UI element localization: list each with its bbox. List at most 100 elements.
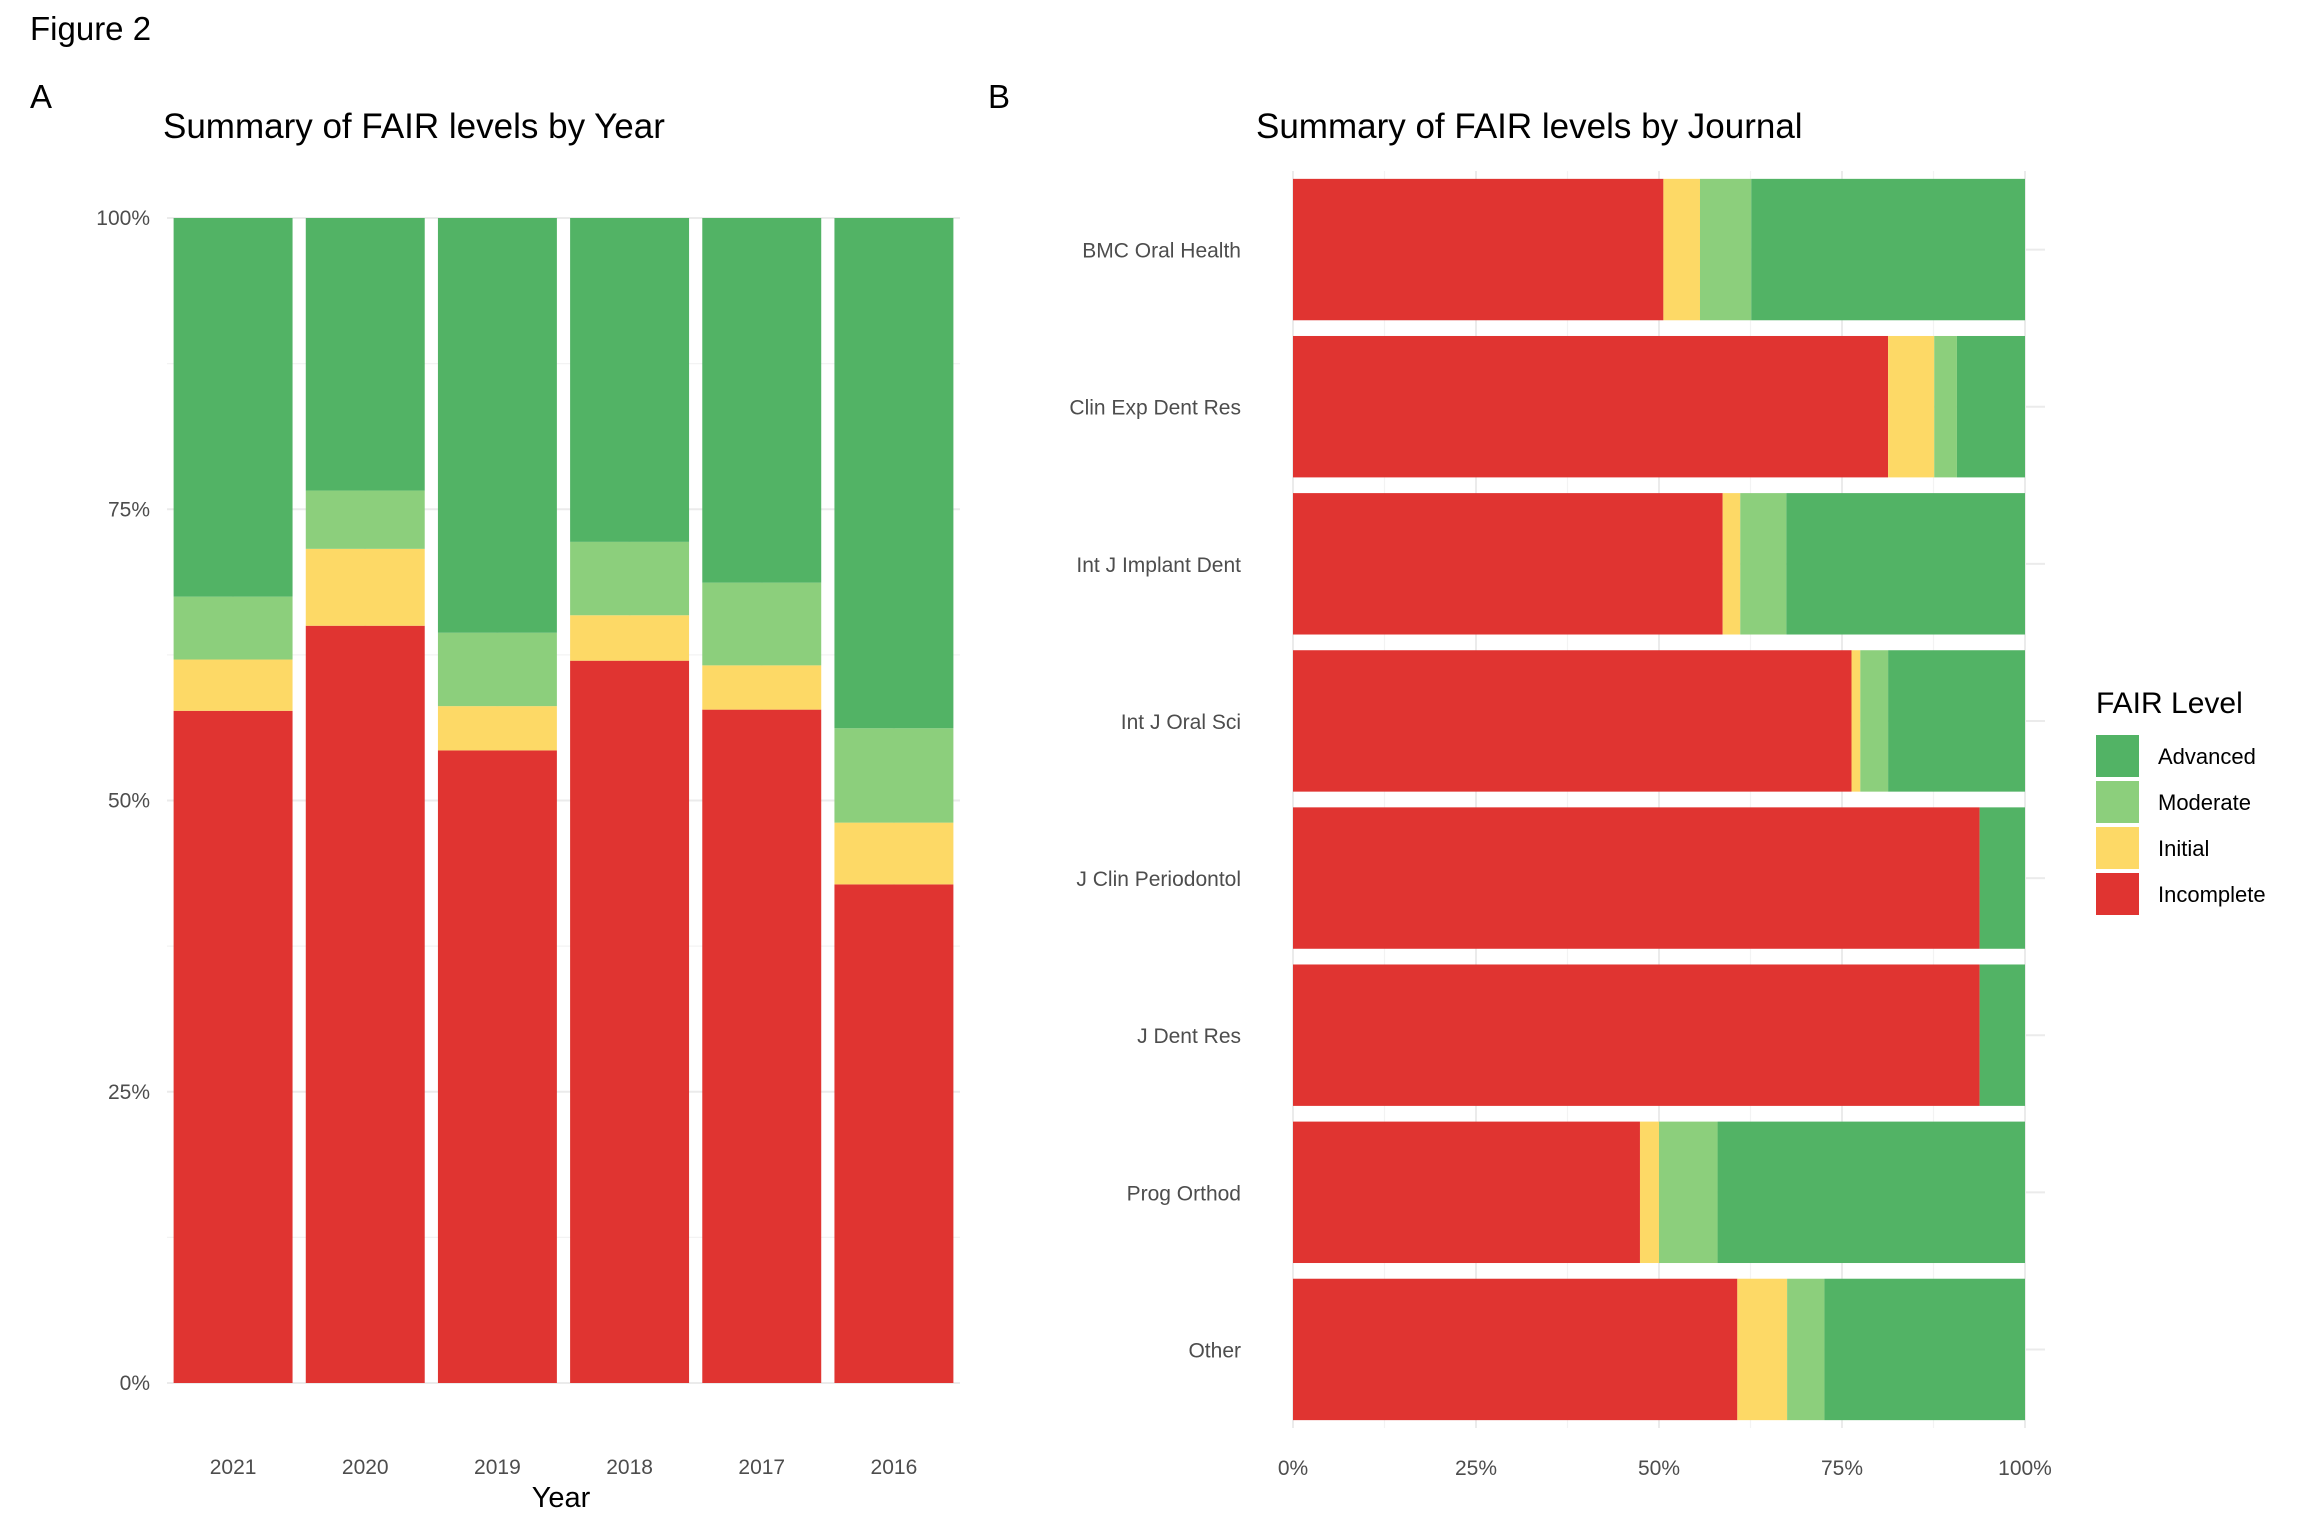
y-tick-label: Other: [1188, 1339, 1241, 1362]
bar-segment-2021-advanced: [173, 218, 293, 597]
bar-segment-int-j-implant-dent-moderate: [1740, 493, 1787, 635]
bar-segment-clin-exp-dent-res-incomplete: [1293, 335, 1889, 478]
chart-a: Summary of FAIR levels by Year 0% 25% 50% 7…: [96, 107, 960, 1514]
chart-a-y-tick-labels: 0% 25% 50% 75% 100%: [96, 207, 150, 1395]
x-tick-label: 50%: [1638, 1457, 1680, 1480]
y-tick-label: 50%: [108, 790, 150, 813]
bar-segment-2019-initial: [437, 706, 557, 751]
bar-segment-2018-incomplete: [570, 660, 690, 1383]
bar-segment-clin-exp-dent-res-initial: [1888, 335, 1935, 478]
bar-segment-int-j-implant-dent-incomplete: [1293, 493, 1723, 635]
legend-swatch-incomplete: [2096, 873, 2139, 915]
figure-title: Figure 2: [30, 10, 151, 47]
panel-label-a: A: [30, 78, 52, 115]
y-tick-label: J Dent Res: [1137, 1025, 1241, 1048]
bar-segment-j-clin-periodontol-incomplete: [1293, 807, 1980, 949]
legend-label-moderate: Moderate: [2158, 790, 2251, 815]
chart-a-x-tick-labels: 2021 2020 2019 2018 2017 2016: [210, 1456, 918, 1479]
bar-segment-2019-incomplete: [437, 750, 557, 1383]
bar-segment-2017-incomplete: [702, 709, 822, 1383]
chart-b-title: Summary of FAIR levels by Journal: [1256, 107, 1803, 146]
bar-segment-2017-advanced: [702, 218, 822, 583]
chart-a-title: Summary of FAIR levels by Year: [163, 107, 665, 146]
x-tick-label: 75%: [1821, 1457, 1863, 1480]
bar-segment-2016-advanced: [834, 218, 954, 729]
y-tick-label: 0%: [120, 1372, 150, 1395]
bar-segment-2021-initial: [173, 659, 293, 711]
bar-segment-2021-incomplete: [173, 710, 293, 1383]
bar-segment-j-dent-res-advanced: [1979, 964, 2025, 1106]
chart-b-y-tick-labels: BMC Oral Health Clin Exp Dent Res Int J Im…: [1069, 240, 1241, 1363]
x-tick-label: 25%: [1455, 1457, 1497, 1480]
bar-segment-bmc-oral-health-incomplete: [1293, 178, 1664, 321]
bar-segment-bmc-oral-health-moderate: [1699, 178, 1752, 321]
bar-segment-2020-moderate: [305, 490, 425, 549]
x-tick-label: 0%: [1278, 1457, 1308, 1480]
chart-b-bars: [1293, 178, 2025, 1421]
legend-items: Advanced Moderate Initial Incomplete: [2096, 735, 2266, 915]
bar-segment-other-incomplete: [1293, 1278, 1738, 1421]
bar-segment-other-initial: [1737, 1278, 1788, 1421]
y-tick-label: J Clin Periodontol: [1076, 868, 1241, 891]
bar-segment-2018-advanced: [570, 218, 690, 542]
panel-label-b: B: [988, 78, 1010, 115]
bar-segment-other-advanced: [1824, 1278, 2025, 1421]
y-tick-label: 25%: [108, 1081, 150, 1104]
bar-segment-bmc-oral-health-initial: [1663, 178, 1700, 321]
bar-segment-int-j-implant-dent-initial: [1722, 493, 1741, 635]
bar-segment-2019-advanced: [437, 218, 557, 633]
y-tick-label: Int J Oral Sci: [1121, 711, 1241, 734]
bar-segment-other-moderate: [1787, 1278, 1825, 1421]
bar-segment-int-j-oral-sci-incomplete: [1293, 650, 1852, 792]
chart-a-x-axis-title: Year: [532, 1482, 591, 1514]
bar-segment-int-j-oral-sci-initial: [1851, 650, 1861, 792]
bar-segment-2016-incomplete: [834, 884, 954, 1383]
x-tick-label: 2019: [474, 1456, 521, 1479]
y-tick-label: BMC Oral Health: [1082, 240, 1241, 263]
x-tick-label: 2021: [210, 1456, 257, 1479]
bar-segment-prog-orthod-moderate: [1659, 1121, 1718, 1264]
bar-segment-int-j-oral-sci-moderate: [1860, 650, 1889, 792]
bar-segment-int-j-implant-dent-advanced: [1786, 493, 2025, 635]
bar-segment-prog-orthod-incomplete: [1293, 1121, 1640, 1264]
y-tick-label: Int J Implant Dent: [1076, 554, 1241, 577]
bar-segment-prog-orthod-initial: [1639, 1121, 1659, 1264]
y-tick-label: 75%: [108, 498, 150, 521]
legend-swatch-moderate: [2096, 781, 2139, 823]
legend: FAIR Level Advanced Moderate Initial Incomp…: [2096, 687, 2266, 915]
bar-segment-2017-initial: [702, 665, 822, 710]
bar-segment-2016-initial: [834, 822, 954, 885]
chart-b: Summary of FAIR levels by Journal BMC Or…: [1069, 107, 2051, 1480]
bar-segment-2016-moderate: [834, 728, 954, 823]
bar-segment-j-clin-periodontol-advanced: [1979, 807, 2025, 949]
legend-swatch-initial: [2096, 827, 2139, 869]
x-tick-label: 2020: [342, 1456, 389, 1479]
chart-a-bars: [173, 218, 954, 1383]
bar-segment-clin-exp-dent-res-advanced: [1956, 335, 2025, 478]
x-tick-label: 2018: [606, 1456, 653, 1479]
bar-segment-2020-advanced: [305, 218, 425, 491]
legend-label-initial: Initial: [2158, 836, 2209, 861]
x-tick-label: 2017: [738, 1456, 785, 1479]
bar-segment-bmc-oral-health-advanced: [1751, 178, 2025, 321]
y-tick-label: Clin Exp Dent Res: [1069, 397, 1241, 420]
bar-segment-2019-moderate: [437, 632, 557, 707]
legend-swatch-advanced: [2096, 735, 2139, 777]
bar-segment-prog-orthod-advanced: [1717, 1121, 2025, 1264]
bar-segment-2020-initial: [305, 548, 425, 626]
x-tick-label: 100%: [1998, 1457, 2052, 1480]
bar-segment-2020-incomplete: [305, 625, 425, 1383]
legend-label-advanced: Advanced: [2158, 744, 2256, 769]
bar-segment-2017-moderate: [702, 582, 822, 666]
y-tick-label: 100%: [96, 207, 150, 230]
bar-segment-int-j-oral-sci-advanced: [1888, 650, 2025, 792]
bar-segment-j-dent-res-incomplete: [1293, 964, 1980, 1106]
legend-title: FAIR Level: [2096, 687, 2243, 720]
bar-segment-2021-moderate: [173, 596, 293, 660]
chart-b-x-tick-labels: 0% 25% 50% 75% 100%: [1278, 1457, 2052, 1480]
bar-segment-clin-exp-dent-res-moderate: [1934, 335, 1957, 478]
y-tick-label: Prog Orthod: [1127, 1182, 1241, 1205]
x-tick-label: 2016: [871, 1456, 918, 1479]
legend-label-incomplete: Incomplete: [2158, 882, 2266, 907]
